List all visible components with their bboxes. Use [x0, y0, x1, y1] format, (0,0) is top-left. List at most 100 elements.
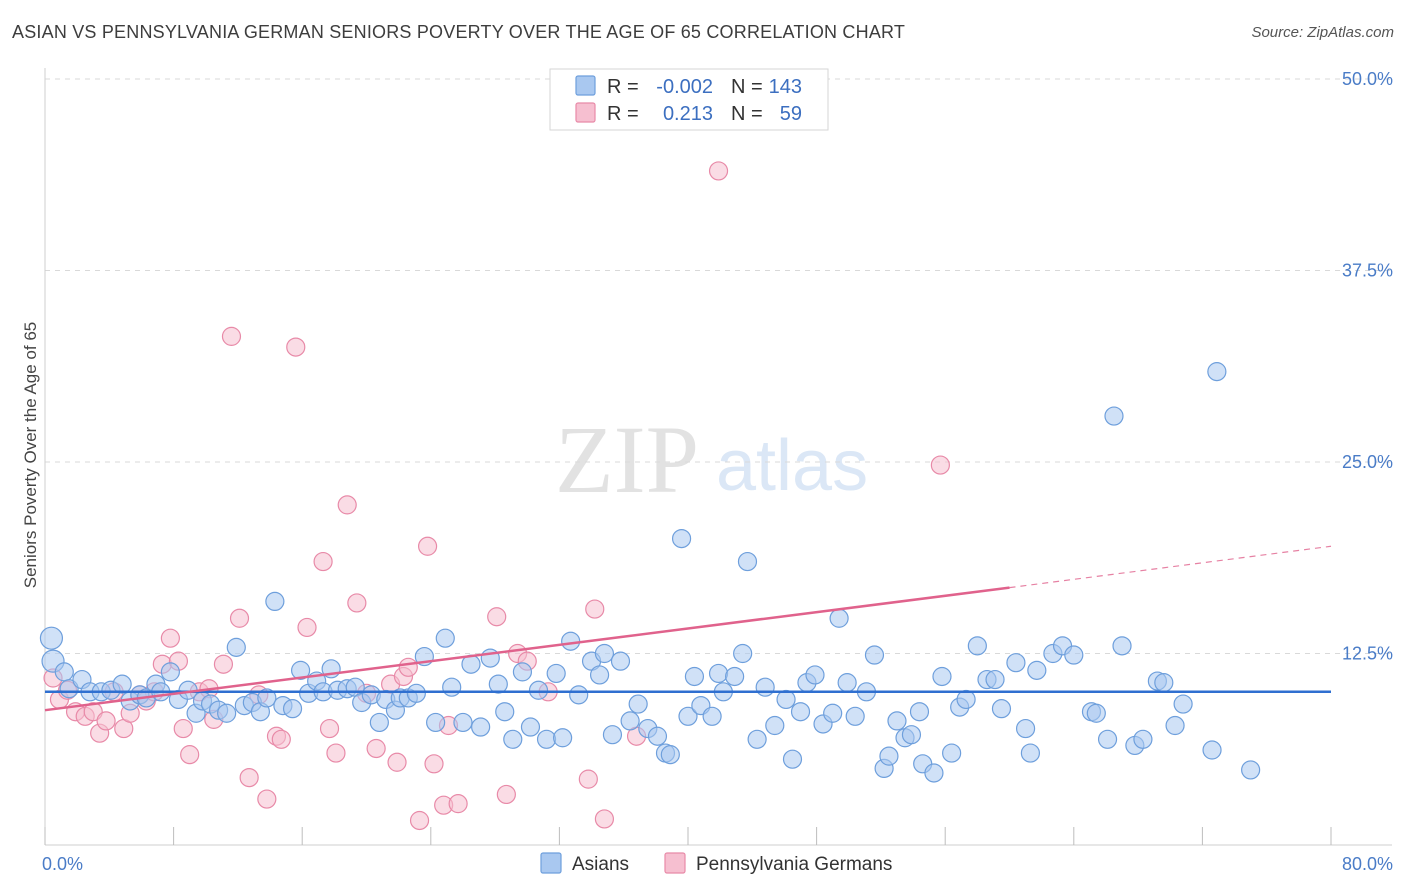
bottom-legend-label-asians: Asians [572, 854, 629, 875]
asians-point-70 [620, 711, 640, 731]
asians-points [39, 362, 1261, 783]
pennsylvania-germans-point-50 [496, 784, 516, 805]
pennsylvania-germans-point-49 [487, 607, 507, 627]
pennsylvania-germans-point-7 [96, 711, 116, 731]
source-credit: Source: ZipAtlas.com [1251, 24, 1394, 41]
asians-point-69 [610, 651, 631, 671]
asians-point-78 [684, 666, 705, 687]
asians-point-105 [901, 725, 922, 745]
asians-point-27 [265, 591, 285, 612]
asians-point-106 [909, 702, 930, 722]
asians-point-87 [755, 677, 775, 697]
asians-point-83 [725, 666, 745, 687]
top-legend: R = -0.002 N = 143 R = 0.213 N = 59 [549, 68, 829, 131]
pennsylvania-germans-point-42 [398, 657, 418, 677]
asians-point-75 [660, 745, 680, 765]
asians-point-127 [1112, 636, 1132, 656]
asians-point-8 [112, 674, 132, 694]
asians-point-133 [1173, 694, 1193, 714]
asians-point-45 [406, 683, 426, 703]
asians-point-102 [879, 746, 899, 766]
y-tick-label-1: 25.0% [1342, 452, 1393, 472]
pennsylvania-germans-point-54 [578, 769, 598, 789]
x-tick-label-1: 80.0% [1342, 854, 1393, 874]
asians-point-100 [864, 645, 885, 665]
asians-point-66 [589, 665, 610, 685]
legend-r-label-pennsylvania-germans: R = [607, 103, 639, 125]
asians-point-0 [39, 626, 64, 650]
asians-point-135 [1104, 406, 1124, 426]
asians-point-58 [520, 717, 541, 737]
pennsylvania-germans-point-56 [594, 809, 615, 829]
asians-point-40 [369, 712, 389, 733]
pennsylvania-germans-point-36 [347, 593, 367, 613]
asians-point-116 [991, 699, 1012, 719]
asians-point-98 [845, 706, 865, 726]
asians-point-103 [887, 711, 907, 731]
legend-n-label-asians: N = [731, 76, 763, 98]
asians-point-110 [942, 743, 962, 763]
legend-n-label-pennsylvania-germans: N = [731, 103, 763, 125]
asians-point-96 [829, 608, 849, 628]
asians-point-54 [488, 674, 508, 694]
bottom-legend-swatch-pennsylvania-germans [664, 852, 686, 874]
pennsylvania-germans-point-48 [448, 794, 468, 814]
asians-point-109 [932, 666, 952, 687]
asians-point-62 [553, 728, 573, 748]
pennsylvania-germans-point-58 [708, 161, 729, 181]
pennsylvania-germans-points [43, 161, 950, 831]
pennsylvania-germans-point-35 [337, 495, 357, 515]
pennsylvania-germans-point-32 [313, 551, 333, 572]
pennsylvania-germans-point-30 [286, 337, 306, 357]
legend-n-value-asians: 143 [769, 76, 802, 98]
asians-point-63 [561, 631, 581, 651]
asians-point-85 [737, 551, 758, 572]
y-tick-label-3: 50.0% [1342, 69, 1393, 89]
asians-point-117 [1006, 653, 1026, 673]
asians-point-64 [569, 685, 589, 705]
asians-point-50 [453, 712, 473, 733]
asians-point-59 [528, 680, 549, 700]
pennsylvania-germans-point-17 [173, 718, 193, 739]
pennsylvania-germans-point-55 [585, 599, 605, 619]
asians-point-30 [290, 660, 311, 680]
y-axis-label: Seniors Poverty Over the Age of 65 [21, 322, 40, 588]
bottom-legend-swatch-asians [540, 852, 562, 874]
pennsylvania-germans-point-44 [417, 536, 438, 556]
asians-point-108 [924, 763, 944, 783]
asians-point-77 [678, 706, 698, 726]
asians-point-48 [435, 628, 455, 648]
asians-point-55 [495, 702, 515, 722]
pennsylvania-germans-trend-extension [1009, 545, 1332, 589]
asians-point-95 [823, 703, 843, 723]
asians-point-56 [503, 729, 523, 749]
pennsylvania-germans-point-24 [229, 608, 250, 628]
asians-point-52 [471, 717, 491, 737]
x-tick-label-0: 0.0% [42, 854, 83, 874]
asians-point-88 [765, 715, 785, 736]
pennsylvania-germans-point-43 [409, 810, 430, 831]
asians-point-84 [733, 643, 753, 664]
asians-point-89 [776, 689, 796, 710]
pennsylvania-germans-point-15 [160, 628, 180, 648]
asians-point-115 [985, 669, 1005, 690]
asians-point-68 [602, 725, 623, 745]
asians-point-29 [282, 699, 303, 719]
asians-point-126 [1097, 729, 1118, 749]
pennsylvania-germans-point-22 [213, 654, 234, 674]
asians-point-81 [708, 663, 729, 684]
asians-point-136 [1207, 362, 1227, 382]
bottom-legend: Asians Pennsylvania Germans [540, 852, 892, 875]
asians-point-112 [956, 689, 976, 710]
y-tick-label-0: 12.5% [1342, 644, 1393, 664]
chart-title: ASIAN VS PENNSYLVANIA GERMAN SENIORS POV… [12, 22, 906, 42]
legend-swatch-asians [575, 75, 596, 96]
pennsylvania-germans-point-27 [257, 789, 277, 809]
watermark-atlas: atlas [716, 426, 868, 506]
trend-lines [44, 545, 1332, 712]
pennsylvania-germans-point-34 [326, 743, 346, 763]
asians-point-129 [1133, 729, 1153, 749]
asians-point-60 [536, 729, 557, 749]
tick-labels: 12.5% 25.0% 37.5% 50.0% 0.0% 80.0% [42, 69, 1393, 874]
